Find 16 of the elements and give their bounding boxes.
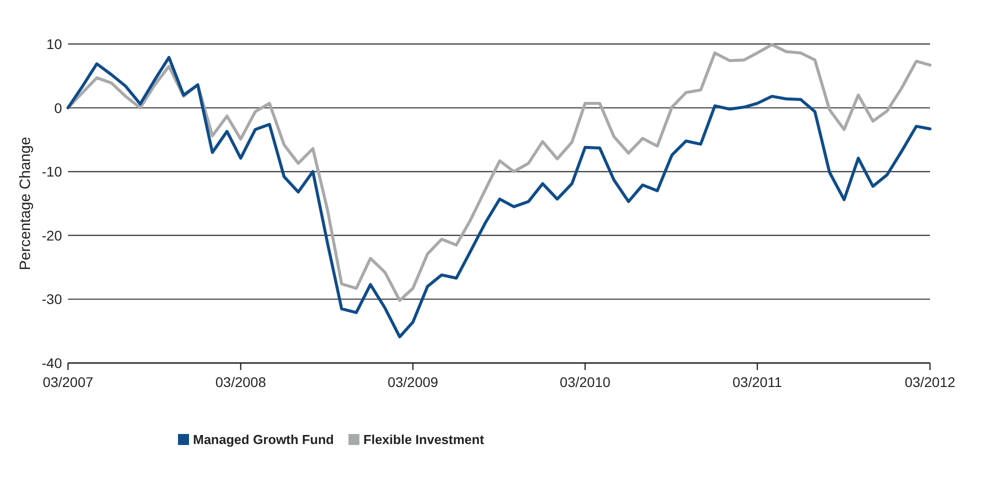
x-tick-label: 03/2008 [215,374,266,390]
y-tick-label: -40 [42,355,62,371]
y-tick-label: -10 [42,164,62,180]
x-tick-label: 03/2007 [42,374,94,390]
legend-label: Flexible Investment [363,432,485,447]
x-tick-label: 03/2012 [904,374,956,390]
y-tick-label: -30 [42,291,62,308]
x-tick-label: 03/2010 [560,374,611,390]
line-series [66,56,932,338]
y-axis-title: Percentage Change [17,136,34,270]
y-tick-label: -20 [42,227,62,244]
x-tick-label: 03/2011 [732,374,782,390]
legend-label: Managed Growth Fund [193,432,334,447]
y-tick-label: 0 [54,100,62,116]
x-tick-label: 03/2009 [388,374,438,390]
y-tick-label: 10 [46,36,62,52]
